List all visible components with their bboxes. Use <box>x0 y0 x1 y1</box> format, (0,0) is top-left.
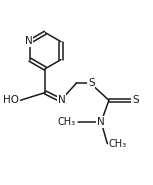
Text: N: N <box>97 117 105 127</box>
Text: N: N <box>25 36 32 46</box>
Text: S: S <box>132 95 139 105</box>
Text: HO: HO <box>3 95 19 105</box>
Text: N: N <box>58 95 65 105</box>
Text: CH₃: CH₃ <box>109 139 127 149</box>
Text: S: S <box>88 78 95 88</box>
Text: CH₃: CH₃ <box>57 117 75 127</box>
